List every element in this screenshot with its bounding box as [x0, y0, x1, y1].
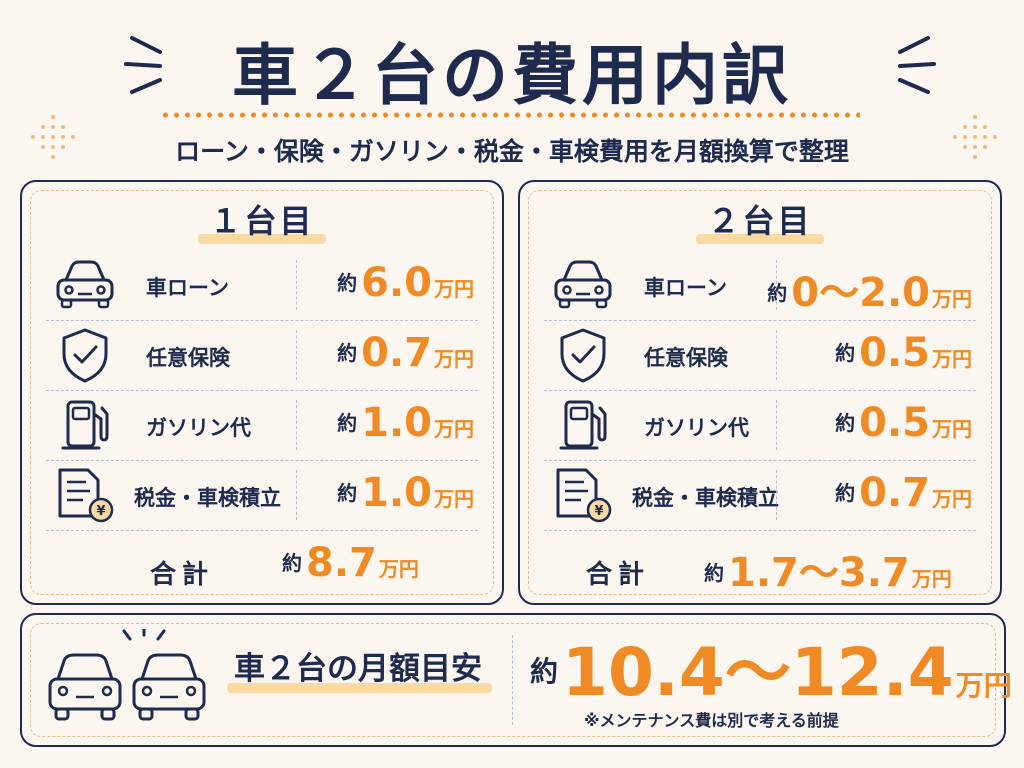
dot-pattern-left	[31, 115, 75, 159]
summary-panel: 車２台の月額目安 約10.4～12.4万円 ※メンテナンス費は別で考える前提	[20, 613, 1012, 747]
summary-label: 車２台の月額目安	[234, 651, 482, 687]
car1-row-tax: ¥ 税金・車検積立 約 1.0 万円	[46, 460, 478, 531]
car-icon	[554, 260, 612, 309]
title-underline	[160, 112, 860, 118]
car1-total: 合計 約 8.7 万円	[46, 534, 478, 604]
car2-label-gas: ガソリン代	[644, 416, 749, 440]
summary-note: ※メンテナンス費は別で考える前提	[584, 711, 839, 730]
car1-value-gas: 約 1.0 万円	[337, 400, 474, 446]
car1-total-label: 合計	[150, 560, 215, 590]
dot-pattern-right	[953, 115, 997, 159]
car2-total-label: 合計	[586, 560, 651, 590]
panel-title-highlight	[198, 234, 326, 244]
car1-row-gas: ガソリン代 約 1.0 万円	[46, 390, 478, 461]
car1-value-tax: 約 1.0 万円	[337, 470, 474, 516]
car2-label-tax: 税金・車検積立	[632, 486, 779, 510]
car2-row-tax: ¥ 税金・車検積立 約 0.7 万円	[544, 460, 976, 531]
title-decoration-right	[898, 36, 936, 94]
car1-value-loan: 約 6.0 万円	[337, 260, 474, 306]
car1-row-loan: 車ローン 約 6.0 万円	[46, 250, 478, 321]
summary-label-highlight	[227, 683, 492, 693]
shield-check-icon	[560, 328, 606, 383]
car2-row-loan: 車ローン 約 0～2.0 万円	[544, 250, 976, 321]
car2-title: ２台目	[707, 202, 813, 240]
car1-value-insurance: 約 0.7 万円	[337, 330, 474, 376]
page-subtitle: ローン・保険・ガソリン・税金・車検費用を月額換算で整理	[175, 137, 849, 166]
tax-document-icon: ¥	[58, 468, 114, 523]
title-decoration-left	[124, 36, 162, 94]
car-icon	[56, 260, 114, 309]
car1-title: １台目	[209, 202, 315, 240]
car1-label-tax: 税金・車検積立	[134, 486, 281, 510]
car2-label-insurance: 任意保険	[644, 346, 728, 370]
gas-pump-icon	[559, 400, 607, 450]
page-title: 車２台の費用内訳	[232, 37, 792, 114]
car1-label-insurance: 任意保険	[146, 346, 230, 370]
summary-value: 約10.4～12.4万円	[530, 634, 1012, 711]
tax-document-icon: ¥	[556, 468, 612, 523]
shield-check-icon	[62, 328, 108, 383]
car2-value-tax: 約 0.7 万円	[835, 470, 972, 516]
gas-pump-icon	[61, 400, 109, 450]
car2-total-value: 約 1.7～3.7 万円	[704, 550, 952, 596]
car1-total-value: 約 8.7 万円	[282, 540, 419, 586]
svg-text:¥: ¥	[594, 504, 603, 519]
two-cars-icon	[48, 629, 206, 721]
car2-total: 合計 約 1.7～3.7 万円	[544, 534, 976, 604]
car2-label-loan: 車ローン	[644, 276, 727, 300]
panel-title-highlight	[696, 234, 824, 244]
svg-text:¥: ¥	[96, 504, 105, 519]
car2-value-gas: 約 0.5 万円	[835, 400, 972, 446]
car2-panel: ２台目 車ローン 約 0～2.0 万円 任意保険 約 0.5 万円	[518, 180, 1002, 605]
car1-label-loan: 車ローン	[146, 276, 229, 300]
car1-label-gas: ガソリン代	[146, 416, 251, 440]
car1-row-insurance: 任意保険 約 0.7 万円	[46, 320, 478, 391]
car1-panel: １台目 車ローン 約 6.0 万円 任意保険 約 0.7 万円	[20, 180, 504, 605]
car2-row-insurance: 任意保険 約 0.5 万円	[544, 320, 976, 391]
car2-value-loan: 約 0～2.0 万円	[767, 270, 972, 316]
car2-value-insurance: 約 0.5 万円	[835, 330, 972, 376]
car2-row-gas: ガソリン代 約 0.5 万円	[544, 390, 976, 461]
